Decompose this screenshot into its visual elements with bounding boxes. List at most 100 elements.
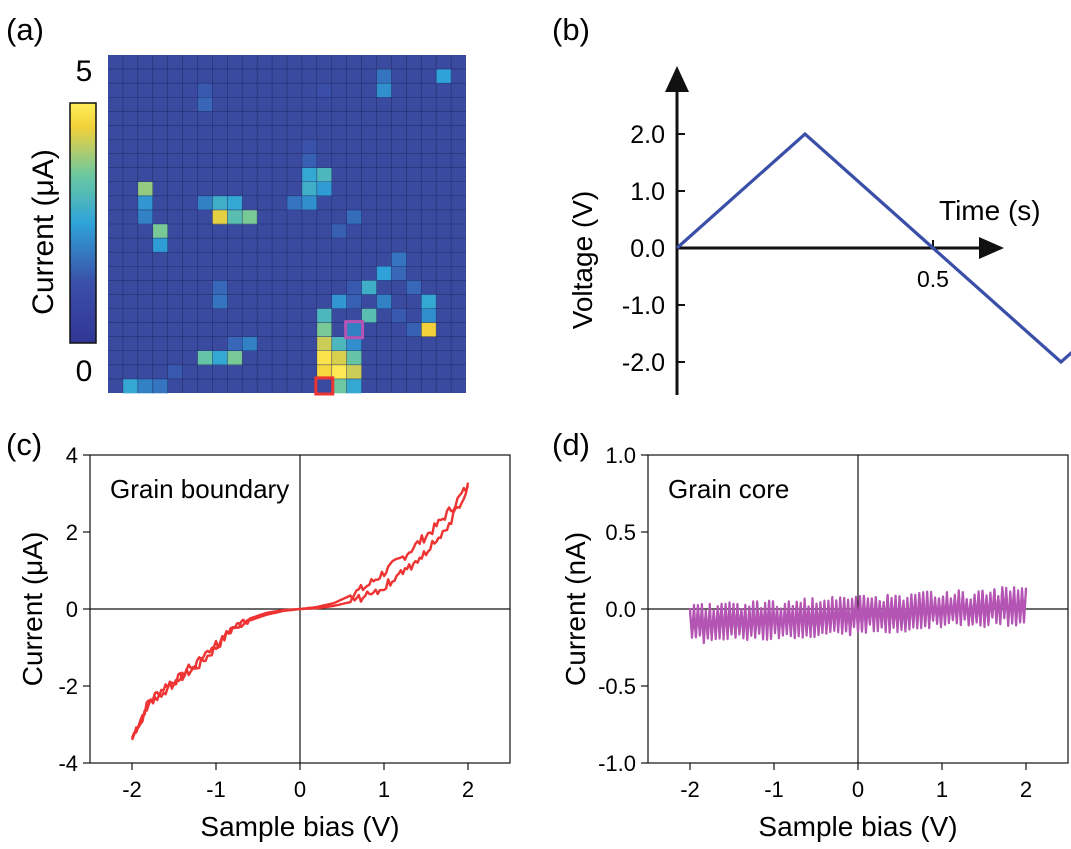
heatmap-cell bbox=[406, 280, 422, 295]
c-y-tick-label: 4 bbox=[66, 443, 78, 468]
d-x-tick-label: 1 bbox=[936, 777, 948, 802]
heatmap-cell bbox=[227, 209, 243, 225]
heatmap-cell bbox=[346, 350, 362, 366]
heatmap-cell bbox=[227, 195, 243, 211]
heatmap-cell bbox=[376, 69, 392, 84]
d-x-tick-label: -2 bbox=[680, 777, 700, 802]
heatmap-cell bbox=[361, 308, 377, 323]
heatmap-cell bbox=[316, 167, 333, 183]
panel-label-a: (a) bbox=[6, 12, 44, 47]
c-y-tick-label: -2 bbox=[58, 674, 78, 699]
heatmap-cell bbox=[197, 195, 213, 211]
d-y-tick-label: -0.5 bbox=[598, 674, 636, 699]
heatmap-cell bbox=[316, 322, 333, 337]
heatmap-cell bbox=[376, 266, 392, 281]
d-series-line bbox=[688, 586, 1028, 645]
heatmap-cell bbox=[421, 294, 437, 309]
heatmap-cell bbox=[421, 308, 437, 323]
heatmap-cell bbox=[242, 209, 258, 225]
heatmap-cell bbox=[301, 167, 318, 183]
panel-label-d: (d) bbox=[552, 427, 590, 462]
heatmap-cell bbox=[212, 195, 228, 211]
heatmap-cell bbox=[331, 350, 347, 366]
colorbar-max-label: 5 bbox=[76, 55, 93, 88]
heatmap-cell bbox=[316, 83, 333, 98]
heatmap-cell bbox=[316, 364, 333, 380]
c-y-tick-label: 0 bbox=[66, 597, 78, 622]
heatmap-cell bbox=[137, 209, 154, 225]
heatmap-cell bbox=[301, 195, 318, 211]
d-x-tick-label: 2 bbox=[1020, 777, 1032, 802]
heatmap-cell bbox=[197, 97, 213, 112]
heatmap-cell bbox=[391, 308, 407, 323]
colorbar bbox=[69, 102, 97, 344]
heatmap-cell bbox=[316, 336, 333, 352]
c-axes: -2 -1 0 1 2 4 2 0 -2 -4 bbox=[58, 443, 510, 802]
heatmap bbox=[108, 55, 466, 396]
heatmap-cell bbox=[212, 350, 228, 366]
heatmap-cell bbox=[212, 294, 228, 309]
heatmap-cell bbox=[391, 266, 407, 281]
heatmap-cell bbox=[152, 238, 168, 253]
c-y-tick-label: -4 bbox=[58, 751, 78, 776]
heatmap-cell bbox=[346, 209, 362, 225]
b-y-tick-label: 1.0 bbox=[630, 178, 665, 206]
heatmap-cell bbox=[316, 181, 333, 197]
c-x-tick-label: 2 bbox=[462, 777, 474, 802]
heatmap-cell bbox=[137, 181, 154, 197]
panel-b: 2.01.00.0-1.0-2.00.51.0 Time (s) Voltage… bbox=[567, 66, 1071, 395]
panel-c: -2 -1 0 1 2 4 2 0 -2 -4 Grain boundary Sample bia… bbox=[17, 443, 511, 842]
b-x-tick-label: 0.5 bbox=[917, 266, 949, 292]
c-y-axis-label: Current (μA) bbox=[17, 532, 48, 687]
heatmap-cell bbox=[436, 69, 452, 84]
d-annotation: Grain core bbox=[668, 474, 789, 504]
voltage-waveform bbox=[675, 131, 1071, 365]
heatmap-cell bbox=[301, 181, 318, 197]
heatmap-cell bbox=[346, 294, 362, 309]
y-axis-arrow-icon bbox=[665, 66, 689, 92]
heatmap-cell bbox=[346, 364, 362, 380]
heatmap-cell bbox=[406, 322, 422, 337]
d-y-tick-label: 1.0 bbox=[605, 443, 636, 468]
heatmap-cell bbox=[227, 350, 243, 366]
c-x-axis-label: Sample bias (V) bbox=[200, 811, 399, 842]
heatmap-cell bbox=[331, 294, 347, 309]
b-y-axis-label: Voltage (V) bbox=[567, 191, 598, 330]
heatmap-cell bbox=[287, 195, 303, 211]
c-x-tick-label: 1 bbox=[378, 777, 390, 802]
c-x-tick-label: -1 bbox=[206, 777, 226, 802]
heatmap-cell bbox=[346, 336, 362, 352]
heatmap-cell bbox=[152, 224, 168, 239]
heatmap-cell bbox=[346, 378, 362, 394]
heatmap-cell bbox=[391, 252, 407, 267]
heatmap-cell bbox=[197, 350, 213, 366]
heatmap-cell bbox=[137, 195, 154, 211]
heatmap-cell bbox=[331, 364, 347, 380]
heatmap-cell bbox=[316, 350, 333, 366]
heatmap-cell bbox=[122, 378, 139, 394]
b-y-tick-label: -1.0 bbox=[622, 292, 665, 320]
heatmap-cell bbox=[331, 224, 347, 239]
b-y-tick-label: 0.0 bbox=[630, 235, 665, 263]
panel-d: -2 -1 0 1 2 1.0 0.5 0.0 -0.5 -1.0 Grain core Samp… bbox=[560, 443, 1069, 842]
c-iv-curve bbox=[130, 482, 470, 741]
heatmap-cell bbox=[167, 364, 183, 380]
heatmap-cell bbox=[316, 308, 333, 323]
heatmap-cell bbox=[212, 280, 228, 295]
d-iv-curve bbox=[688, 586, 1028, 645]
heatmap-cell bbox=[346, 322, 362, 337]
grain-core-marker bbox=[344, 320, 365, 340]
b-y-tick-label: -2.0 bbox=[622, 349, 665, 377]
heatmap-cell bbox=[197, 83, 213, 98]
c-y-tick-label: 2 bbox=[66, 520, 78, 545]
heatmap-cell bbox=[152, 378, 168, 394]
panel-a: 5 0 Current (μA) bbox=[27, 55, 466, 396]
colorbar-title: Current (μA) bbox=[27, 149, 60, 315]
heatmap-cell bbox=[137, 378, 154, 394]
heatmap-cell bbox=[242, 336, 258, 352]
heatmap-cell bbox=[301, 153, 318, 168]
heatmap-cell bbox=[376, 83, 392, 98]
d-y-tick-label: -1.0 bbox=[598, 751, 636, 776]
grain-boundary-marker bbox=[314, 376, 335, 396]
